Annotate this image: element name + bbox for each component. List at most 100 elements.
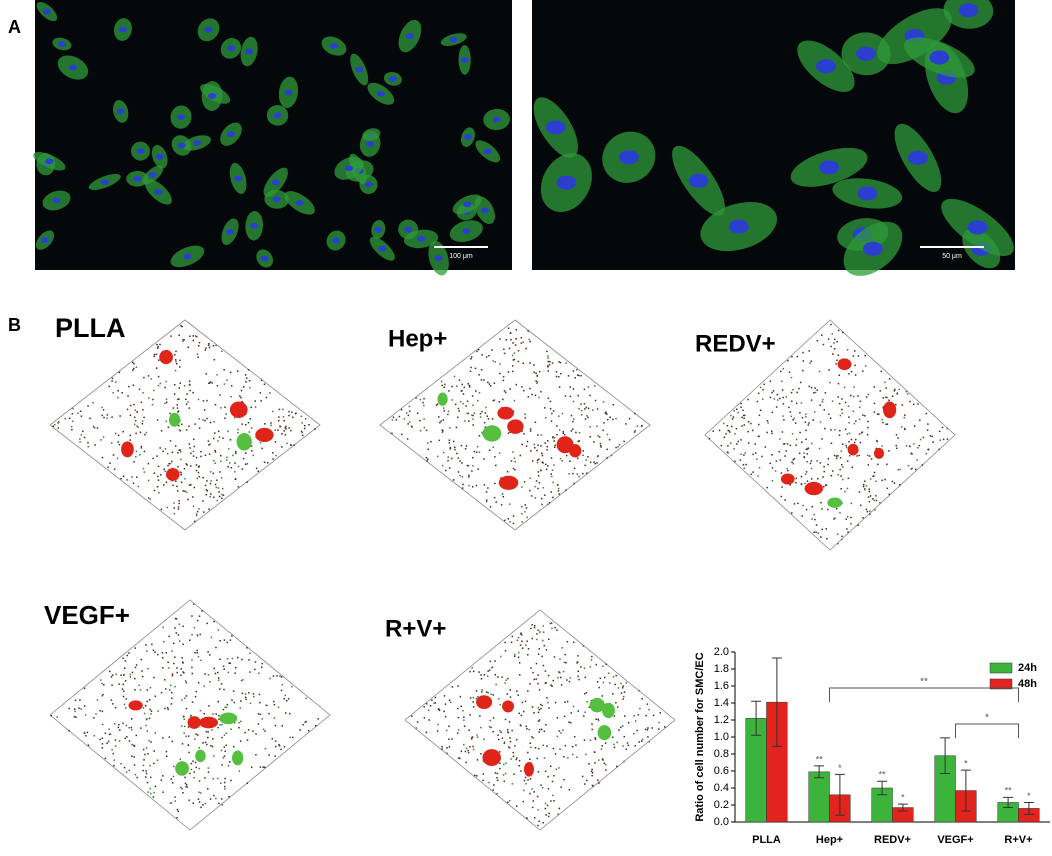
voxel — [507, 371, 510, 373]
voxel — [140, 401, 143, 404]
voxel — [469, 714, 471, 716]
voxel — [537, 809, 539, 811]
voxel — [929, 435, 932, 437]
voxel — [606, 413, 608, 415]
voxel — [844, 401, 847, 404]
voxel — [139, 689, 142, 691]
voxel — [189, 384, 191, 386]
voxel — [614, 683, 616, 686]
voxel — [182, 625, 185, 628]
voxel — [134, 689, 136, 691]
voxel — [472, 456, 474, 459]
voxel — [205, 489, 208, 491]
voxel — [780, 370, 782, 373]
voxel — [169, 684, 172, 687]
bar — [808, 771, 830, 823]
voxel — [616, 706, 619, 708]
voxel — [591, 774, 593, 777]
voxel — [886, 396, 888, 399]
voxel — [254, 406, 257, 408]
voxel — [406, 438, 409, 440]
voxel — [885, 423, 887, 426]
voxel — [278, 745, 281, 747]
voxel — [99, 679, 102, 681]
voxel — [143, 712, 146, 715]
voxel — [172, 642, 175, 645]
voxel — [514, 745, 516, 747]
voxel — [184, 782, 187, 785]
voxel — [254, 668, 256, 671]
y-tick-label: 0.2 — [714, 799, 729, 811]
voxel — [658, 728, 660, 730]
voxel — [472, 696, 475, 699]
voxel — [814, 391, 817, 394]
nucleus — [480, 207, 489, 214]
voxel — [220, 782, 222, 784]
voxel — [122, 430, 124, 433]
voxel — [112, 454, 115, 456]
voxel — [647, 727, 649, 729]
voxel — [779, 397, 781, 400]
voxel — [162, 775, 164, 777]
voxel — [174, 685, 176, 688]
voxel — [127, 395, 129, 397]
voxel — [806, 460, 808, 463]
voxel — [462, 393, 465, 395]
voxel — [799, 431, 801, 434]
voxel — [238, 726, 240, 729]
voxel — [549, 765, 552, 767]
voxel — [176, 671, 178, 674]
voxel — [250, 427, 253, 429]
voxel — [144, 776, 147, 778]
voxel — [542, 639, 544, 642]
voxel — [564, 395, 567, 397]
voxel — [919, 438, 922, 441]
voxel — [75, 716, 77, 718]
voxel — [177, 506, 180, 508]
voxel — [157, 375, 160, 378]
voxel — [737, 440, 739, 443]
voxel — [218, 802, 220, 805]
voxel — [57, 421, 60, 423]
voxel — [805, 471, 808, 473]
voxel — [441, 464, 444, 467]
voxel — [500, 504, 503, 506]
nucleus — [545, 120, 566, 135]
voxel — [197, 734, 199, 736]
voxel — [790, 391, 793, 394]
voxel — [252, 693, 255, 695]
voxel — [261, 447, 263, 450]
voxel — [451, 686, 454, 688]
voxel — [304, 721, 307, 723]
voxel — [591, 728, 593, 731]
voxel — [478, 374, 480, 376]
voxel — [111, 674, 114, 676]
voxel — [128, 385, 130, 388]
voxel — [151, 403, 154, 406]
voxel — [572, 418, 575, 420]
voxel — [502, 375, 505, 378]
voxel — [806, 480, 809, 482]
voxel — [262, 766, 264, 768]
voxel — [451, 399, 454, 401]
voxel — [462, 709, 464, 712]
voxel — [531, 393, 533, 396]
voxel — [241, 658, 243, 661]
voxel — [230, 779, 232, 782]
voxel — [217, 629, 220, 631]
voxel — [187, 744, 190, 746]
voxel — [190, 452, 192, 455]
voxel — [165, 750, 168, 753]
voxel — [162, 626, 164, 629]
voxel — [613, 746, 616, 749]
voxel — [208, 705, 210, 707]
voxel — [537, 434, 539, 436]
cell-blob — [229, 401, 248, 418]
voxel — [511, 783, 514, 785]
voxel — [207, 440, 210, 442]
voxel — [576, 457, 579, 460]
voxel — [769, 462, 772, 465]
voxel — [814, 518, 816, 521]
voxel — [906, 393, 909, 395]
voxel — [881, 445, 883, 447]
